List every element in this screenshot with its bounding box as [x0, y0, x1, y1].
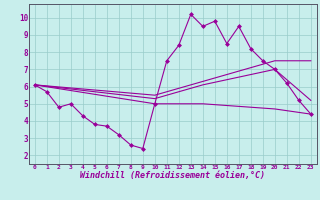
X-axis label: Windchill (Refroidissement éolien,°C): Windchill (Refroidissement éolien,°C) [80, 171, 265, 180]
